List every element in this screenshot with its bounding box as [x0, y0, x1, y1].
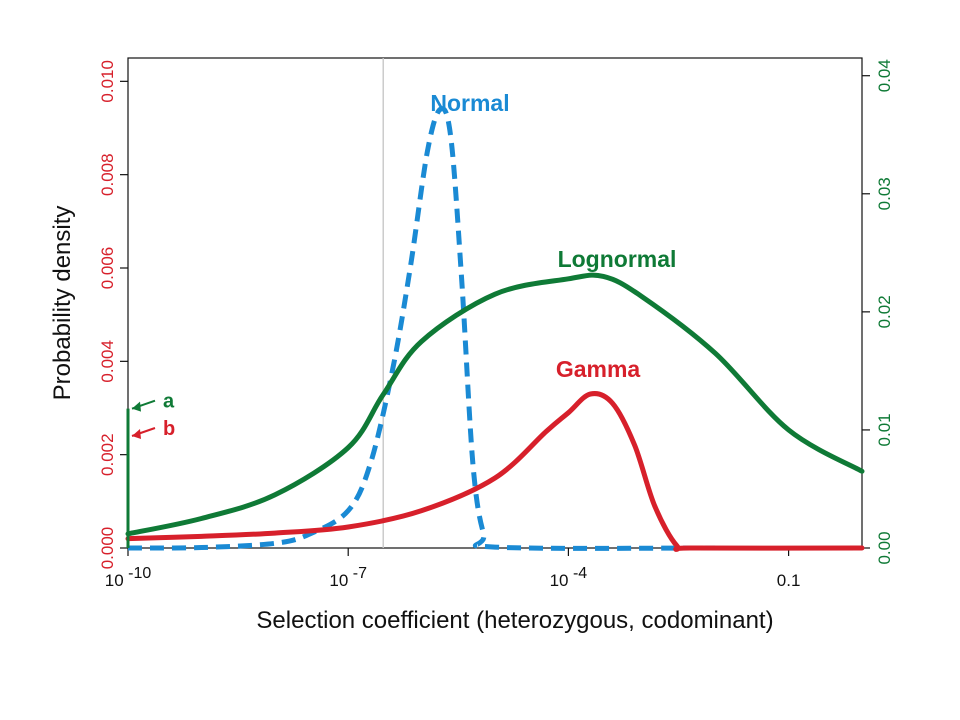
- x-tick-exponent: -10: [124, 565, 152, 582]
- annotation-label-a: a: [163, 391, 175, 413]
- x-axis-label: Selection coefficient (heterozygous, cod…: [256, 607, 773, 634]
- series-line-normal: [127, 106, 716, 551]
- y-left-tick-label: 0.004: [98, 340, 117, 383]
- annotation-arrowhead-b: [132, 429, 141, 439]
- y-right-tick-label: 0.02: [875, 295, 894, 328]
- y-left-tick-label: 0.006: [98, 247, 117, 290]
- y-left-tick-label: 0.000: [98, 527, 117, 570]
- annotation-label-b: b: [163, 418, 175, 440]
- x-tick-exponent: -4: [569, 565, 588, 582]
- x-tick-base: 10: [329, 571, 348, 590]
- x-tick-base: 10: [105, 571, 124, 590]
- x-tick-label: 10 -4: [550, 565, 588, 590]
- y-left-tick-label: 0.002: [98, 433, 117, 476]
- y-right-tick-label: 0.03: [875, 177, 894, 210]
- x-tick-label: 10 -7: [329, 565, 367, 590]
- series-label-gamma: Gamma: [556, 356, 641, 382]
- annotation-arrowhead-a: [132, 401, 141, 412]
- x-tick-exponent: -7: [348, 565, 367, 582]
- plot-frame: [127, 57, 863, 549]
- y-right-tick-label: 0.04: [875, 59, 894, 92]
- series-label-normal: Normal: [430, 90, 509, 116]
- series-line-gamma: [125, 391, 865, 552]
- y-axis-label: Probability density: [49, 206, 76, 401]
- series-line-lognormal: [125, 272, 865, 537]
- series-label-lognormal: Lognormal: [558, 246, 677, 272]
- y-right-tick-label: 0.01: [875, 413, 894, 446]
- x-tick-base: 10: [550, 571, 569, 590]
- x-tick-label: 0.1: [777, 571, 801, 590]
- y-right-tick-label: 0.00: [875, 531, 894, 564]
- y-left-tick-label: 0.008: [98, 153, 117, 196]
- y-left-tick-label: 0.010: [98, 60, 117, 103]
- x-tick-label: 10 -10: [105, 565, 152, 590]
